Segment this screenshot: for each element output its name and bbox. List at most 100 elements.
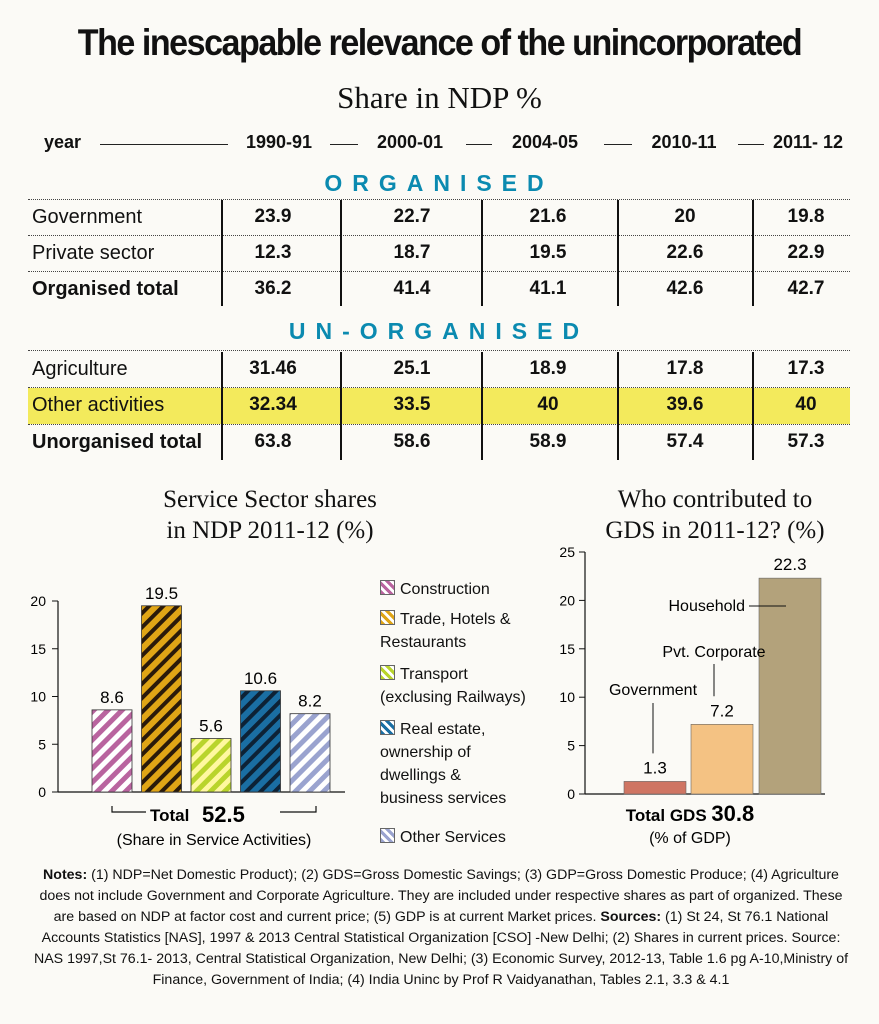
- cell-value: 31.46: [249, 358, 297, 379]
- year-leader-line: [330, 144, 358, 145]
- cell-value: 57.4: [666, 431, 704, 452]
- service-value-label: 8.6: [100, 688, 124, 707]
- cell-value: 17.3: [787, 358, 825, 379]
- table-row-unorganised-total: Unorganised total 63.8 58.6 58.9 57.4 57…: [28, 425, 850, 461]
- total-backdrop: [146, 804, 280, 826]
- year-2010-11: 2010-11: [651, 132, 717, 152]
- service-bar: [240, 690, 281, 793]
- service-y-tick-label: 0: [38, 784, 46, 800]
- gds-y-tick-label: 5: [567, 738, 575, 754]
- service-bar: [141, 605, 182, 793]
- cell-value: 42.7: [787, 278, 825, 299]
- cell-value: 19.5: [529, 242, 567, 263]
- legend-label: Other Services: [380, 826, 506, 849]
- service-bar: [289, 713, 331, 793]
- gds-value-label: 1.3: [643, 758, 667, 777]
- cell-value: 18.9: [529, 358, 567, 379]
- service-bar: [190, 738, 232, 793]
- service-total-label: Total: [150, 806, 189, 825]
- legend-label: Trade, Hotels &: [380, 608, 511, 631]
- gds-chart-title: Who contributed to GDS in 2011-12? (%): [580, 484, 850, 546]
- service-y-tick-label: 15: [30, 641, 46, 657]
- legend-swatch: [380, 828, 395, 843]
- row-label: Other activities: [32, 394, 165, 416]
- legend-label: ownership of: [380, 744, 471, 761]
- service-y-tick-label: 5: [38, 736, 46, 752]
- cell-value: 17.8: [666, 358, 704, 379]
- legend-label: Construction: [380, 578, 490, 601]
- column-separator: [617, 352, 619, 460]
- cell-value: 57.3: [787, 431, 825, 452]
- cell-value: 32.34: [249, 394, 297, 415]
- column-separator: [752, 200, 754, 306]
- cell-value: 40: [537, 394, 559, 415]
- service-chart-title-line: in NDP 2011-12 (%): [166, 517, 374, 544]
- cell-value: 19.8: [787, 206, 825, 227]
- column-separator: [221, 352, 223, 460]
- year-leader-line: [738, 144, 764, 145]
- gds-category-label: Household: [669, 598, 746, 615]
- table-row-private-sector: Private sector 12.3 18.7 19.5 22.6 22.9: [28, 236, 850, 272]
- gds-chart: 0 5 10 15 20 25 1.3 Government 7.2 Pvt. Corporat…: [559, 544, 825, 847]
- service-value-label: 5.6: [199, 717, 223, 736]
- row-divider: [28, 350, 850, 351]
- cell-value: 12.3: [254, 242, 292, 263]
- column-separator: [481, 352, 483, 460]
- legend-label: (exclusing Railways): [380, 689, 526, 706]
- column-separator: [221, 200, 223, 306]
- column-separator: [752, 352, 754, 460]
- cell-value: 63.8: [254, 431, 292, 452]
- legend-item: Construction: [380, 578, 490, 601]
- gds-y-tick-label: 0: [567, 786, 575, 802]
- cell-value: 41.1: [529, 278, 567, 299]
- cell-value: 18.7: [393, 242, 431, 263]
- legend-item: Other Services: [380, 826, 506, 849]
- row-divider: [28, 271, 850, 272]
- gds-category-label: Government: [609, 682, 698, 699]
- cell-value: 25.1: [393, 358, 431, 379]
- cell-value: 22.7: [393, 206, 431, 227]
- legend-label: dwellings &: [380, 767, 461, 784]
- service-y-tick-label: 20: [30, 593, 46, 609]
- row-divider: [28, 387, 850, 388]
- notes-label: Notes:: [43, 867, 88, 883]
- cell-value: 42.6: [666, 278, 704, 299]
- cell-value: 23.9: [254, 206, 292, 227]
- legend-item: Transport (exclusing Railways): [380, 663, 526, 709]
- year-header-row: year 1990-91 2000-01 2004-05 2010-11 201…: [0, 128, 879, 158]
- legend-label: Transport: [380, 663, 526, 686]
- legend-swatch: [380, 580, 395, 595]
- organised-heading: ORGANISED: [324, 170, 554, 196]
- legend-label: Real estate,: [380, 718, 506, 741]
- cell-value: 20: [674, 206, 696, 227]
- gds-category-label: Pvt. Corporate: [662, 644, 765, 661]
- column-separator: [340, 200, 342, 306]
- main-title: The inescapable relevance of the unincor…: [77, 22, 803, 63]
- year-label: year: [44, 132, 82, 152]
- column-separator: [340, 352, 342, 460]
- row-label: Unorganised total: [32, 431, 203, 453]
- cell-value: 41.4: [393, 278, 431, 299]
- cell-value: 39.6: [666, 394, 704, 415]
- legend-label: business services: [380, 790, 507, 807]
- service-chart-title-line: Service Sector shares: [163, 486, 377, 513]
- year-leader-line: [604, 144, 632, 145]
- table-row-agriculture: Agriculture 31.46 25.1 18.9 17.8 17.3: [28, 352, 850, 388]
- service-total-note: (Share in Service Activities): [117, 832, 312, 849]
- service-value-label: 10.6: [244, 669, 277, 688]
- legend-item: Real estate, ownership of dwellings & busin…: [380, 718, 506, 810]
- gds-y-tick-label: 10: [559, 689, 575, 705]
- sources-text: (1) St 24, St 76.1 National Accounts Sta…: [33, 909, 849, 988]
- year-2000-01: 2000-01: [376, 132, 444, 152]
- cell-value: 36.2: [254, 278, 292, 299]
- notes-text: (1) NDP=Net Domestic Product); (2) GDS=G…: [39, 867, 843, 925]
- subtitle: Share in NDP %: [337, 80, 542, 115]
- service-value-label: 19.5: [145, 584, 178, 603]
- gds-chart-title-line: GDS in 2011-12? (%): [605, 517, 825, 544]
- gds-bar: [690, 724, 754, 795]
- table-row-government: Government 23.9 22.7 21.6 20 19.8: [28, 200, 850, 236]
- gds-y-tick-label: 20: [559, 592, 575, 608]
- notes: Notes: (1) NDP=Net Domestic Product); (2…: [28, 865, 854, 991]
- table-row-organised-total: Organised total 36.2 41.4 41.1 42.6 42.7: [28, 272, 850, 308]
- column-separator: [617, 200, 619, 306]
